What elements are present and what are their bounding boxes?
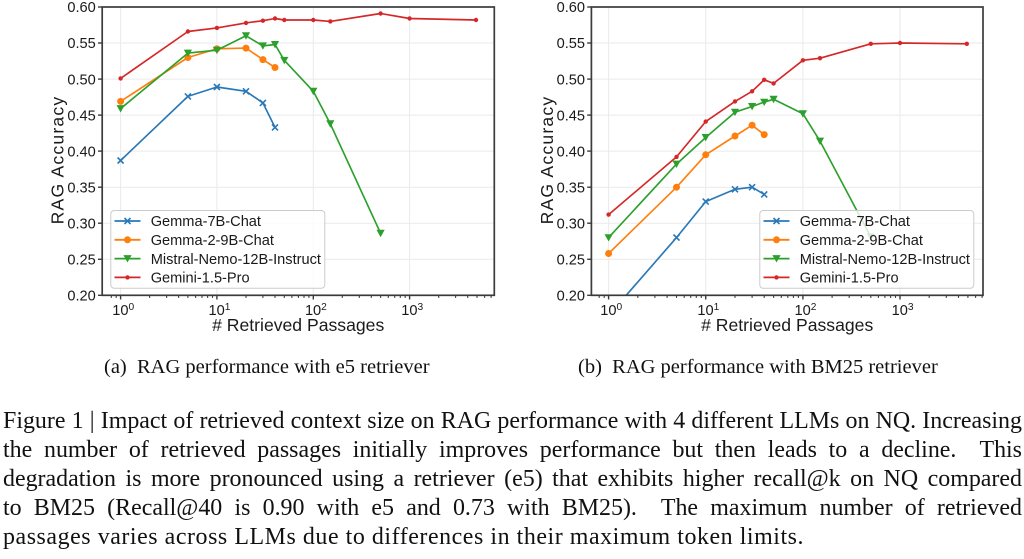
svg-text:0.25: 0.25	[557, 253, 585, 269]
svg-text:0.60: 0.60	[67, 0, 95, 16]
svg-text:Mistral-Nemo-12B-Instruct: Mistral-Nemo-12B-Instruct	[151, 252, 321, 268]
svg-text:100: 100	[600, 301, 622, 319]
svg-text:0.40: 0.40	[557, 144, 585, 160]
svg-text:0.55: 0.55	[67, 36, 95, 52]
svg-text:0.40: 0.40	[67, 144, 95, 160]
svg-text:Gemini-1.5-Pro: Gemini-1.5-Pro	[800, 271, 899, 287]
svg-text:# Retrieved Passages: # Retrieved Passages	[212, 315, 384, 335]
svg-text:RAG Accuracy: RAG Accuracy	[48, 96, 68, 225]
svg-text:Gemma-2-9B-Chat: Gemma-2-9B-Chat	[800, 233, 923, 249]
svg-text:# Retrieved Passages: # Retrieved Passages	[701, 315, 873, 335]
svg-text:Mistral-Nemo-12B-Instruct: Mistral-Nemo-12B-Instruct	[800, 252, 970, 268]
svg-text:0.50: 0.50	[557, 72, 585, 88]
svg-text:0.20: 0.20	[67, 289, 95, 305]
svg-text:Gemini-1.5-Pro: Gemini-1.5-Pro	[151, 271, 250, 287]
svg-text:0.30: 0.30	[67, 216, 95, 232]
svg-text:Gemma-7B-Chat: Gemma-7B-Chat	[151, 214, 261, 230]
svg-text:0.20: 0.20	[557, 289, 585, 305]
svg-text:0.50: 0.50	[67, 72, 95, 88]
svg-text:0.55: 0.55	[557, 36, 585, 52]
svg-text:100: 100	[112, 301, 134, 319]
svg-text:0.25: 0.25	[67, 253, 95, 269]
svg-text:0.30: 0.30	[557, 216, 585, 232]
svg-text:0.45: 0.45	[67, 108, 95, 124]
svg-text:Gemma-7B-Chat: Gemma-7B-Chat	[800, 214, 910, 230]
svg-text:0.35: 0.35	[67, 180, 95, 196]
svg-text:103: 103	[401, 301, 423, 319]
svg-text:RAG Accuracy: RAG Accuracy	[537, 96, 557, 225]
svg-text:103: 103	[892, 301, 914, 319]
svg-text:0.35: 0.35	[557, 180, 585, 196]
svg-text:Gemma-2-9B-Chat: Gemma-2-9B-Chat	[151, 233, 274, 249]
svg-text:0.60: 0.60	[557, 0, 585, 16]
svg-text:0.45: 0.45	[557, 108, 585, 124]
